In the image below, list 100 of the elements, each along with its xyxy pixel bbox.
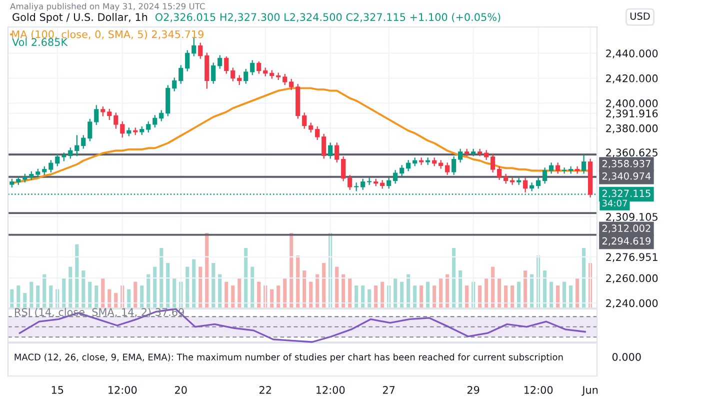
bar xyxy=(166,263,170,308)
x-tick-label: 20 xyxy=(175,386,187,394)
bar xyxy=(302,270,306,308)
ref-line-label: 2,327.115 xyxy=(602,190,650,198)
ref-line-label: 2,294.619 xyxy=(602,237,651,246)
bar xyxy=(368,289,372,308)
candlestick xyxy=(244,68,248,84)
bar xyxy=(465,286,469,308)
bar xyxy=(374,286,378,308)
candlestick xyxy=(282,74,288,86)
bar xyxy=(484,278,488,308)
x-tick-label: 27 xyxy=(382,386,395,394)
bar xyxy=(257,282,261,308)
bar xyxy=(439,278,443,308)
bar xyxy=(231,286,235,308)
candlestick xyxy=(224,56,229,74)
bar xyxy=(543,270,547,308)
candlestick xyxy=(322,134,326,159)
candlestick xyxy=(556,162,560,174)
bar xyxy=(342,274,346,308)
x-tick-label: 29 xyxy=(467,386,480,394)
bar xyxy=(62,278,66,308)
ref-line-label: 2,358.937 xyxy=(602,160,650,168)
bar xyxy=(75,244,79,308)
candlestick xyxy=(146,121,151,132)
candlestick xyxy=(198,42,203,59)
bar xyxy=(569,286,573,308)
bar xyxy=(498,278,502,308)
candlestick xyxy=(354,182,359,192)
bar xyxy=(504,286,508,308)
x-tick-label: 15 xyxy=(52,386,64,394)
candlestick xyxy=(393,170,398,184)
text: 0.000 xyxy=(612,352,641,361)
candlestick xyxy=(68,148,73,159)
candlestick xyxy=(192,38,196,56)
bar xyxy=(491,266,495,308)
bar xyxy=(276,286,280,308)
candlestick xyxy=(549,162,554,174)
legend-label: MA (100, close, 0, SMA, 5) 2,345.719 xyxy=(12,30,204,40)
candlestick xyxy=(114,112,118,129)
candlestick xyxy=(367,178,372,185)
text: Amaliya published on May 31, 2024 15:29 UTC xyxy=(10,2,205,12)
candlestick xyxy=(582,155,586,174)
candlestick xyxy=(218,55,222,69)
bar xyxy=(224,282,228,308)
bar xyxy=(88,282,92,308)
bar xyxy=(186,266,190,308)
bar xyxy=(101,278,105,308)
bar xyxy=(458,270,462,308)
candlestick xyxy=(341,156,346,182)
chart-title: Vol 2.685K xyxy=(12,38,68,46)
bar xyxy=(432,286,436,308)
bar xyxy=(524,270,528,308)
candlestick xyxy=(172,78,177,92)
x-tick-label: 12:00 xyxy=(524,386,553,394)
y-tick-label: 2,309.105 xyxy=(606,212,658,222)
ref-line-label: 2,340.974 xyxy=(602,172,651,181)
bar xyxy=(316,274,320,308)
bar xyxy=(348,278,352,308)
chart-subtitle: O2,326.015 H2,327.300 L2,324.500 C2,327.115 +1.100 (+0.05%) xyxy=(155,12,500,22)
bar xyxy=(335,266,339,308)
bar xyxy=(250,266,254,308)
candlestick xyxy=(48,160,54,172)
bar xyxy=(452,248,456,308)
bar xyxy=(42,274,46,308)
bar xyxy=(556,286,560,308)
y-tick-label: 2,380.000 xyxy=(606,124,658,134)
text: MACD (12, 26, close, 9, EMA, EMA): The maximum number of studies per chart has been reached for current subscription xyxy=(14,353,563,362)
candlestick xyxy=(178,65,184,84)
candlestick xyxy=(406,160,411,172)
candlestick xyxy=(562,168,567,174)
bar xyxy=(478,286,482,308)
candlestick xyxy=(445,162,450,175)
bar xyxy=(153,266,157,308)
bar xyxy=(406,274,410,308)
candlestick xyxy=(523,178,528,192)
bar xyxy=(218,274,222,308)
bar xyxy=(127,289,131,308)
candlestick xyxy=(120,121,125,138)
bar xyxy=(36,286,40,308)
bar xyxy=(140,286,144,308)
bar xyxy=(108,289,112,308)
y-tick-label: 2,360.625 xyxy=(606,148,658,158)
y-tick-label: 2,420.000 xyxy=(606,74,658,84)
candlestick xyxy=(348,175,352,190)
candlestick xyxy=(360,178,366,190)
bar xyxy=(244,248,248,308)
candlestick xyxy=(211,62,216,84)
bar xyxy=(354,286,358,308)
bar xyxy=(192,259,196,308)
bar xyxy=(550,282,554,308)
bar xyxy=(283,278,287,308)
bar xyxy=(380,282,384,308)
candlestick xyxy=(159,110,164,122)
ref-line-label: 2,312.002 xyxy=(602,224,650,233)
bar xyxy=(49,286,53,308)
bar xyxy=(82,270,86,308)
candlestick xyxy=(81,135,86,149)
bar xyxy=(309,282,313,308)
candlestick xyxy=(452,156,456,175)
